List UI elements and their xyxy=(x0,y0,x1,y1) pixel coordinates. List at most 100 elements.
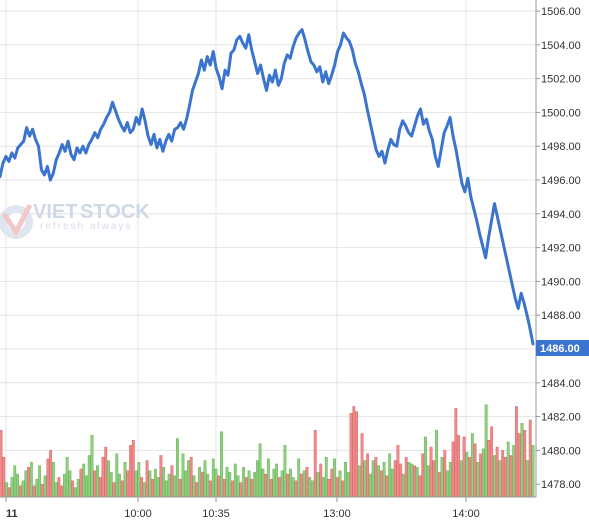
volume-bar xyxy=(283,445,287,498)
volume-bar xyxy=(451,441,455,498)
x-tick-label: 13:00 xyxy=(323,508,351,519)
volume-bar xyxy=(76,478,80,498)
volume-bar xyxy=(74,487,77,498)
volume-bar xyxy=(115,453,119,498)
y-tick-label: 1490.00 xyxy=(541,276,581,288)
volume-bar xyxy=(126,470,130,498)
grid-lines xyxy=(0,0,536,497)
volume-bar xyxy=(415,467,419,498)
volume-bar xyxy=(368,473,372,498)
volume-bar xyxy=(526,460,529,498)
x-tick-label: 10:35 xyxy=(202,508,230,519)
volume-bar xyxy=(79,468,83,498)
volume-bar xyxy=(272,468,276,498)
volume-bar xyxy=(242,467,245,498)
volume-bar xyxy=(360,433,364,498)
volume-bar xyxy=(313,429,317,498)
volume-bar xyxy=(5,482,8,498)
x-axis: 11 10:00 10:35 13:00 14:00 xyxy=(0,496,536,520)
volume-bar xyxy=(156,477,160,498)
volume-bar xyxy=(123,462,127,498)
volume-bar xyxy=(371,460,375,498)
volume-bar xyxy=(504,456,507,498)
volume-bar xyxy=(379,470,383,498)
volume-bar xyxy=(465,451,469,498)
volume-bar xyxy=(374,456,378,498)
volume-bar xyxy=(335,477,339,498)
volume-bar xyxy=(253,472,256,498)
volume-bar xyxy=(233,463,237,498)
volume-bar xyxy=(410,463,414,498)
volume-bar xyxy=(7,487,11,498)
volume-bar xyxy=(346,472,350,498)
y-tick-label: 1492.00 xyxy=(541,243,581,255)
volume-bar xyxy=(382,462,386,498)
x-tick-label: 10:00 xyxy=(124,508,152,519)
volume-bar xyxy=(388,453,392,498)
volume-bar xyxy=(435,429,438,498)
last-price-marker: 1486.00 xyxy=(536,340,589,356)
volume-bar xyxy=(27,467,30,498)
volume-bar xyxy=(101,456,105,498)
volume-bar xyxy=(487,440,491,498)
volume-bar xyxy=(38,465,41,498)
volume-bar xyxy=(302,470,306,498)
volume-bar xyxy=(448,462,452,498)
volume-bar xyxy=(363,460,367,498)
volume-bar xyxy=(43,475,47,498)
volume-bar xyxy=(506,441,510,498)
volume-bar xyxy=(443,450,447,498)
volume-bar xyxy=(214,468,218,498)
volume-bar xyxy=(517,433,521,498)
volume-bar xyxy=(203,460,207,498)
volume-bar xyxy=(206,473,210,498)
volume-bar xyxy=(148,470,152,498)
volume-bar xyxy=(341,480,345,498)
volume-bar xyxy=(187,460,190,498)
volume-bar xyxy=(495,446,499,498)
volume-bar xyxy=(129,445,132,498)
volume-bar xyxy=(280,470,284,498)
volume-bar xyxy=(355,411,358,498)
volume-bar xyxy=(24,470,28,498)
volume-bar xyxy=(195,482,199,498)
volume-bar xyxy=(523,429,527,498)
volume-bar xyxy=(473,443,477,498)
volume-bar xyxy=(275,463,279,498)
volume-bar xyxy=(413,465,416,498)
volume-bar xyxy=(57,477,61,498)
volume-bar xyxy=(140,477,143,498)
y-tick-label: 1496.00 xyxy=(541,175,581,187)
volume-bar xyxy=(0,429,3,498)
volume-bar xyxy=(266,458,270,498)
volume-bar xyxy=(308,477,312,498)
volume-bar xyxy=(396,445,400,498)
volume-bar xyxy=(145,460,149,498)
volume-bar xyxy=(220,431,223,498)
volume-bar xyxy=(109,472,113,498)
y-tick-label: 1504.00 xyxy=(541,40,581,52)
volume-bar xyxy=(93,470,97,498)
volume-bar xyxy=(528,419,532,498)
volume-bar xyxy=(481,448,485,498)
volume-bar xyxy=(338,470,342,498)
volume-bar xyxy=(330,468,334,498)
watermark-tagline: refresh always xyxy=(40,221,132,232)
volume-bar xyxy=(181,453,185,498)
volume-bar xyxy=(90,434,94,498)
y-tick-label: 1488.00 xyxy=(541,310,581,322)
y-tick-label: 1502.00 xyxy=(541,74,581,86)
volume-bar xyxy=(476,462,480,498)
watermark-brand-right: STOCK xyxy=(80,201,150,223)
volume-bar xyxy=(176,438,179,498)
vietstock-watermark: VIET STOCK refresh always xyxy=(0,201,150,239)
volume-bar xyxy=(322,477,325,498)
volume-bar xyxy=(357,465,361,498)
volume-bar xyxy=(432,460,436,498)
volume-bar xyxy=(54,482,58,498)
volume-bar xyxy=(225,467,229,498)
volume-bar xyxy=(247,470,251,498)
volume-bar xyxy=(446,470,449,498)
volume-bar xyxy=(418,475,422,498)
